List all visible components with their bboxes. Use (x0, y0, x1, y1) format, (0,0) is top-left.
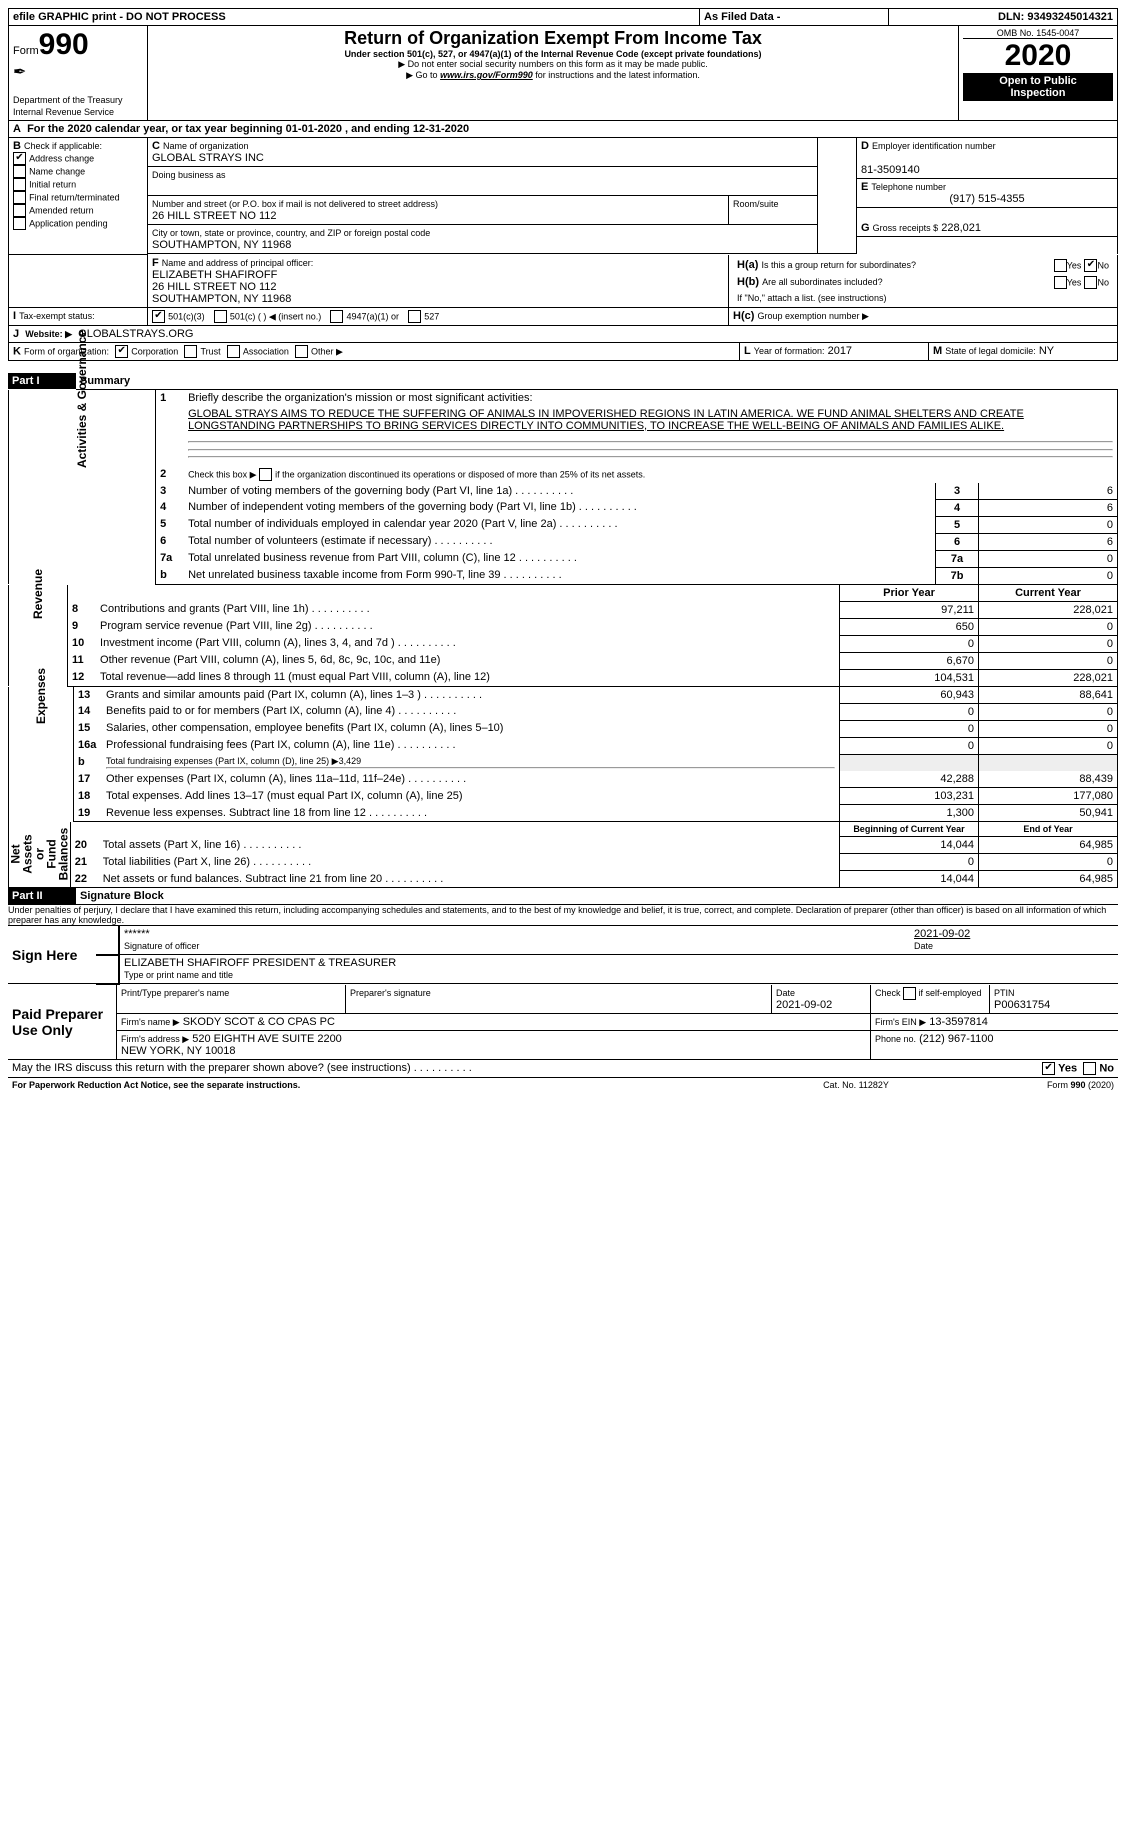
section-h: H(a) Is this a group return for subordin… (729, 255, 1118, 308)
section-i: I Tax-exempt status: ✔ 501(c)(3) 501(c) … (8, 308, 1118, 326)
summary-activities: Activities & Governance 1 Briefly descri… (8, 390, 1118, 585)
corp-checkbox[interactable]: ✔ (115, 345, 128, 358)
amended-return-checkbox[interactable] (13, 204, 26, 217)
ha-no-checkbox[interactable]: ✔ (1084, 259, 1097, 272)
addr-change-checkbox[interactable]: ✔ (13, 152, 26, 165)
assoc-checkbox[interactable] (227, 345, 240, 358)
entity-block: B Check if applicable: ✔ Address change … (8, 138, 1118, 255)
hb-no-checkbox[interactable] (1084, 276, 1097, 289)
4947-checkbox[interactable] (330, 310, 343, 323)
section-j: J Website: ▶ GLOBALSTRAYS.ORG (8, 326, 1118, 343)
discontinued-checkbox[interactable] (259, 468, 272, 481)
phone-cell: E Telephone number (917) 515-4355 (857, 179, 1117, 208)
dln: DLN: 93493245014321 (889, 9, 1118, 26)
application-pending-checkbox[interactable] (13, 217, 26, 230)
other-checkbox[interactable] (295, 345, 308, 358)
form-footer: For Paperwork Reduction Act Notice, see … (8, 1078, 1118, 1092)
initial-return-checkbox[interactable] (13, 178, 26, 191)
summary-netassets: Net Assets or Fund Balances Beginning of… (8, 822, 1118, 888)
street-cell: Number and street (or P.O. box if mail i… (148, 196, 818, 225)
sign-here-block: Sign Here ****** Signature of officer 20… (8, 926, 1118, 985)
section-c: C Name of organization GLOBAL STRAYS INC… (148, 138, 857, 254)
as-filed: As Filed Data - (700, 9, 889, 26)
self-employed-checkbox[interactable] (903, 987, 916, 1000)
section-f: F Name and address of principal officer:… (148, 255, 729, 308)
name-change-checkbox[interactable] (13, 165, 26, 178)
gross-receipts-cell: G Gross receipts $ 228,021 (857, 208, 1117, 237)
topbar: efile GRAPHIC print - DO NOT PROCESS As … (8, 8, 1118, 26)
mission-text: GLOBAL STRAYS AIMS TO REDUCE THE SUFFERI… (184, 406, 1117, 434)
summary-revenue: Revenue Prior Year Current Year 8Contrib… (8, 585, 1118, 687)
section-fh: F Name and address of principal officer:… (8, 255, 1118, 308)
part-i-header: Part I Summary (8, 373, 1118, 390)
section-deg: D Employer identification number 81-3509… (857, 138, 1118, 254)
org-name-cell: C Name of organization GLOBAL STRAYS INC (148, 138, 818, 167)
form-header: Form990 ✒ Department of the Treasury Int… (8, 26, 1118, 121)
form-id-block: Form990 ✒ Department of the Treasury Int… (9, 26, 148, 121)
omb-block: OMB No. 1545-0047 2020 Open to Public In… (959, 26, 1118, 121)
summary-expenses: Expenses 13Grants and similar amounts pa… (8, 687, 1118, 823)
perjury-statement: Under penalties of perjury, I declare th… (8, 905, 1118, 926)
may-irs-discuss: May the IRS discuss this return with the… (8, 1060, 1118, 1078)
may-discuss-yes-checkbox[interactable]: ✔ (1042, 1062, 1055, 1075)
527-checkbox[interactable] (408, 310, 421, 323)
part-ii-header: Part II Signature Block (8, 888, 1118, 905)
efile-notice: efile GRAPHIC print - DO NOT PROCESS (9, 9, 700, 26)
form990-link[interactable]: www.irs.gov/Form990 (440, 70, 533, 80)
501c3-checkbox[interactable]: ✔ (152, 310, 165, 323)
form-title: Return of Organization Exempt From Incom… (152, 28, 954, 49)
ha-yes-checkbox[interactable] (1054, 259, 1067, 272)
may-discuss-no-checkbox[interactable] (1083, 1062, 1096, 1075)
section-klm: K Form of organization: ✔ Corporation Tr… (8, 343, 1118, 361)
line-a: A For the 2020 calendar year, or tax yea… (8, 121, 1118, 138)
dba-cell: Doing business as (148, 167, 818, 196)
final-return-checkbox[interactable] (13, 191, 26, 204)
form-title-block: Return of Organization Exempt From Incom… (148, 26, 959, 121)
501c-checkbox[interactable] (214, 310, 227, 323)
ein-cell: D Employer identification number 81-3509… (857, 138, 1117, 179)
section-b: B Check if applicable: ✔ Address change … (9, 138, 148, 254)
city-cell: City or town, state or province, country… (148, 225, 818, 254)
hb-yes-checkbox[interactable] (1054, 276, 1067, 289)
paid-preparer-block: Paid Preparer Use Only Print/Type prepar… (8, 985, 1118, 1060)
trust-checkbox[interactable] (184, 345, 197, 358)
